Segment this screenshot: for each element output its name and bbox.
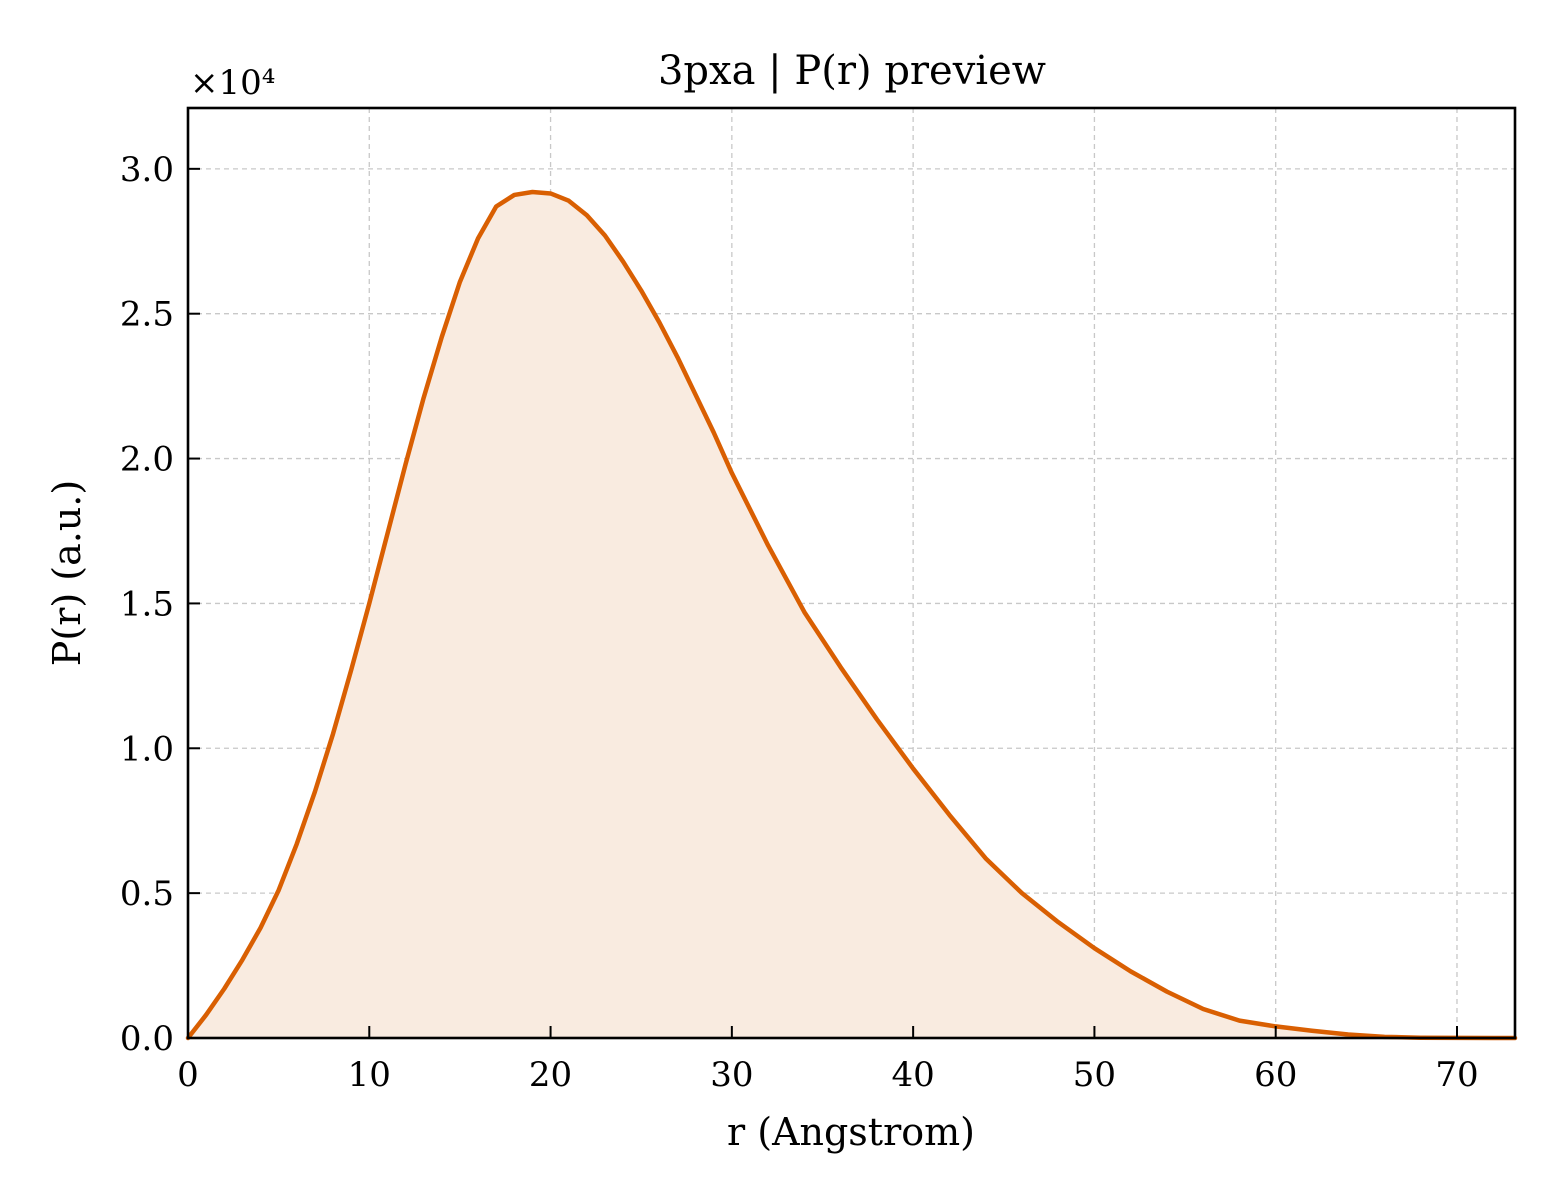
x-tick-label: 20 (529, 1055, 572, 1095)
pr-curve-line (185, 189, 1518, 1041)
y-tick-label: 2.0 (120, 440, 174, 480)
x-tick-label: 0 (177, 1055, 199, 1095)
x-tick-label: 30 (710, 1055, 753, 1095)
plot-frame (186, 106, 1517, 1040)
x-tick-label: 60 (1254, 1055, 1297, 1095)
y-tick-label: 2.5 (120, 295, 174, 335)
x-tick-label: 70 (1435, 1055, 1478, 1095)
x-tick-label: 10 (348, 1055, 391, 1095)
y-tick-label: 0.5 (120, 874, 174, 914)
y-tick-label: 0.0 (120, 1019, 174, 1059)
y-tick-label: 3.0 (120, 150, 174, 190)
pr-area-fill (188, 192, 1515, 1038)
x-tick-label: 50 (1073, 1055, 1116, 1095)
y-multiplier-label: ×10⁴ (190, 63, 275, 103)
x-tick-label: 40 (892, 1055, 935, 1095)
chart-title: 3pxa | P(r) preview (658, 48, 1046, 94)
y-axis-title: P(r) (a.u.) (45, 480, 89, 666)
y-tick-label: 1.0 (120, 729, 174, 769)
y-tick-label: 1.5 (120, 584, 174, 624)
ticks: 0 10 20 30 40 50 60 70 0.0 0.5 1.0 1.5 2.0 2.5 3.0 (120, 150, 1479, 1095)
x-axis-title: r (Angstrom) (727, 1110, 975, 1154)
